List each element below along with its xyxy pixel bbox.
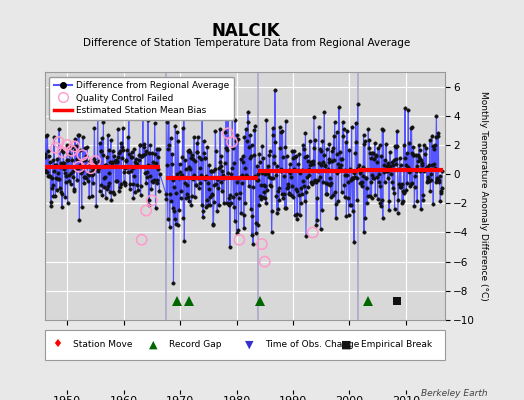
Point	[224, 130, 232, 136]
Point	[148, 197, 156, 204]
Point	[75, 164, 83, 170]
Text: ▼: ▼	[245, 339, 254, 350]
Point	[137, 236, 146, 243]
Point	[58, 149, 67, 156]
Point	[235, 236, 244, 243]
Text: NALCIK: NALCIK	[212, 22, 280, 40]
Legend: Difference from Regional Average, Quality Control Failed, Estimated Station Mean: Difference from Regional Average, Qualit…	[49, 76, 234, 120]
Point	[63, 142, 71, 148]
Point	[309, 229, 317, 236]
Text: ■: ■	[341, 339, 352, 350]
Y-axis label: Monthly Temperature Anomaly Difference (°C): Monthly Temperature Anomaly Difference (…	[479, 91, 488, 301]
Point	[52, 145, 60, 151]
Text: ♦: ♦	[52, 339, 62, 350]
Point	[260, 258, 269, 265]
Point	[68, 148, 76, 154]
Point	[78, 152, 86, 158]
Text: Station Move: Station Move	[73, 340, 132, 349]
Point	[86, 165, 95, 172]
Point	[83, 159, 91, 166]
Text: Difference of Station Temperature Data from Regional Average: Difference of Station Temperature Data f…	[83, 38, 410, 48]
Point	[258, 241, 266, 247]
Text: Record Gap: Record Gap	[169, 340, 221, 349]
Point	[54, 139, 63, 145]
Text: ▲: ▲	[149, 339, 157, 350]
Point	[228, 139, 236, 145]
Text: Empirical Break: Empirical Break	[361, 340, 432, 349]
Point	[70, 143, 79, 150]
Text: Time of Obs. Change: Time of Obs. Change	[265, 340, 359, 349]
Text: Berkeley Earth: Berkeley Earth	[421, 389, 487, 398]
Point	[142, 207, 150, 214]
Point	[91, 158, 100, 164]
